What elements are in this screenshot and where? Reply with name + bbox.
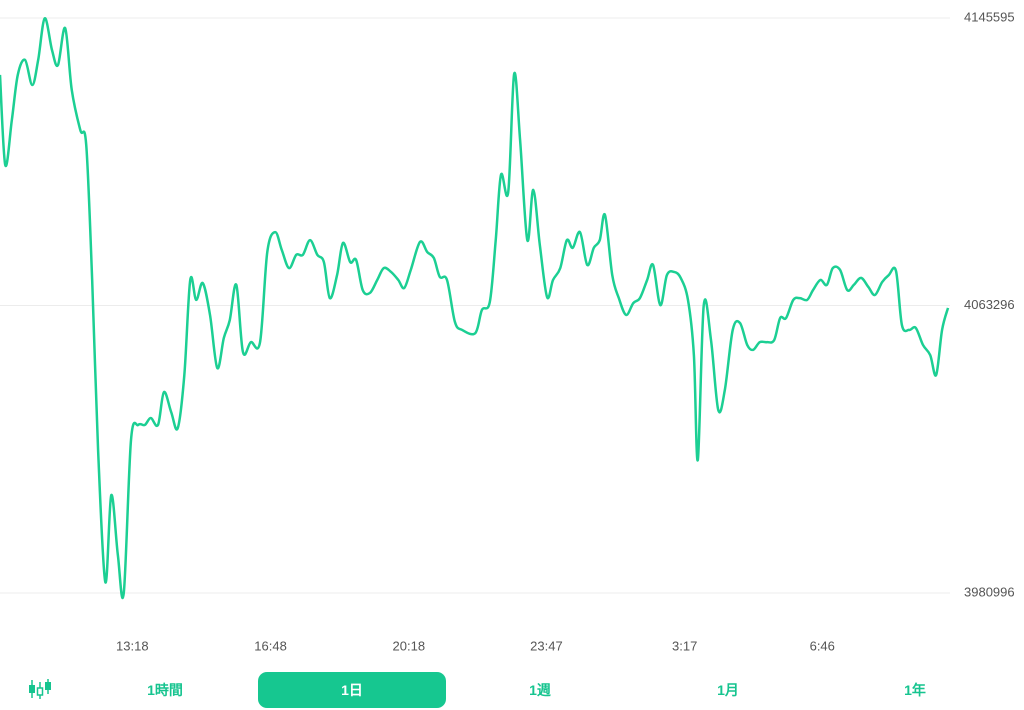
range-tab[interactable]: 1日 <box>258 672 446 708</box>
x-tick-label: 3:17 <box>672 638 697 653</box>
x-tick-label: 6:46 <box>810 638 835 653</box>
x-tick-label: 20:18 <box>393 638 426 653</box>
y-tick-label: 4145595 <box>964 9 1015 24</box>
x-tick-label: 16:48 <box>254 638 287 653</box>
chart: 3980996 4063296 4145595 13:18 16:48 20:18 23:4… <box>0 9 1015 653</box>
x-tick-label: 13:18 <box>116 638 149 653</box>
candlestick-icon[interactable] <box>27 678 53 700</box>
range-tab[interactable]: 1週 <box>446 672 634 708</box>
range-tab[interactable]: 1年 <box>821 672 1009 708</box>
range-tabs: 1時間 1日 1週 1月 1年 <box>0 672 1024 708</box>
price-line <box>0 17 950 600</box>
range-tab[interactable]: 1月 <box>634 672 822 708</box>
y-tick-label: 3980996 <box>964 584 1015 599</box>
range-tab[interactable]: 1時間 <box>71 672 259 708</box>
x-tick-label: 23:47 <box>530 638 563 653</box>
y-tick-label: 4063296 <box>964 297 1015 312</box>
